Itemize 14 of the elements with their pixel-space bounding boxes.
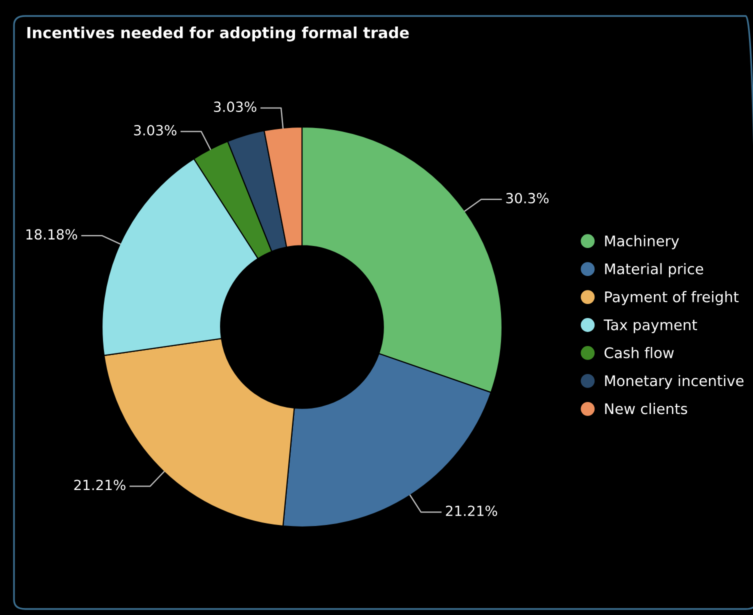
legend-label: Cash flow: [604, 346, 674, 358]
data-label: 21.21%: [446, 506, 498, 516]
legend-label: New clients: [605, 402, 688, 414]
legend-label: Monetary incentive: [605, 374, 744, 390]
data-label: 3.03%: [214, 102, 256, 112]
legend-label: Material price: [605, 263, 704, 278]
data-label: 30.3%: [506, 192, 549, 204]
legend-label: Payment of freight: [605, 291, 739, 306]
data-label: 21.21%: [74, 480, 126, 490]
data-label: 18.18%: [26, 229, 78, 240]
chart-title: Incentives needed for adopting formal trade: [27, 26, 409, 42]
legend-label: Tax payment: [604, 319, 698, 334]
data-label: 3.03%: [134, 124, 176, 136]
legend-label: Machinery: [605, 235, 679, 250]
